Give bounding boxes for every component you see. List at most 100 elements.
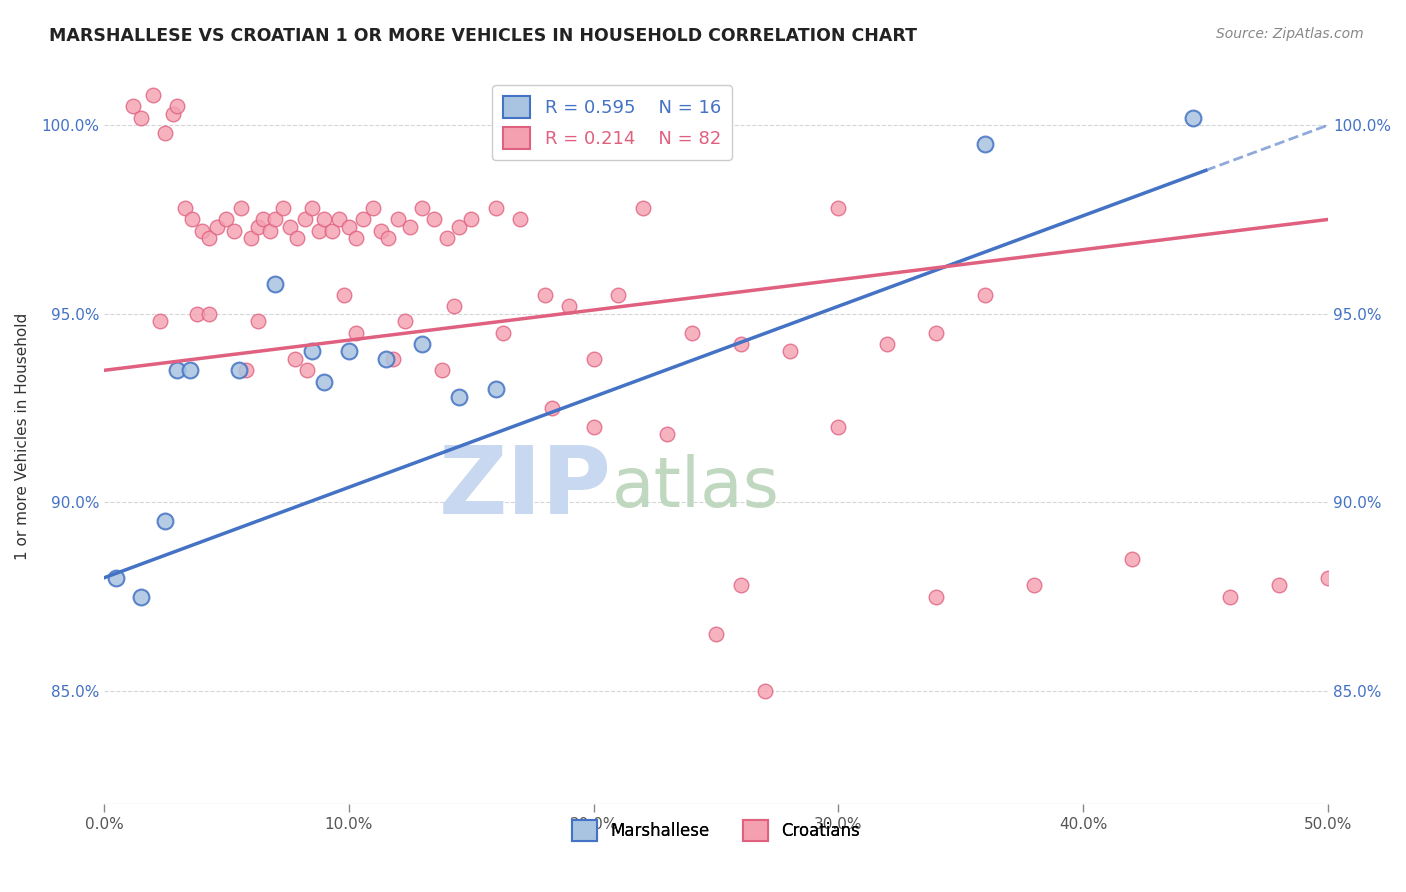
Point — [301, 344, 323, 359]
Point — [370, 224, 392, 238]
Point — [308, 224, 330, 238]
Point — [655, 427, 678, 442]
Point — [191, 224, 214, 238]
Point — [1268, 578, 1291, 592]
Point — [344, 326, 367, 340]
Point — [681, 326, 703, 340]
Point — [399, 219, 422, 234]
Point — [179, 363, 201, 377]
Point — [374, 351, 396, 366]
Point — [558, 299, 581, 313]
Point — [173, 201, 195, 215]
Point — [222, 224, 245, 238]
Point — [876, 337, 898, 351]
Point — [730, 337, 752, 351]
Y-axis label: 1 or more Vehicles in Household: 1 or more Vehicles in Household — [15, 313, 30, 560]
Point — [1317, 571, 1340, 585]
Point — [295, 363, 318, 377]
Point — [264, 212, 287, 227]
Point — [541, 401, 564, 415]
Point — [166, 99, 188, 113]
Text: MARSHALLESE VS CROATIAN 1 OR MORE VEHICLES IN HOUSEHOLD CORRELATION CHART: MARSHALLESE VS CROATIAN 1 OR MORE VEHICL… — [49, 27, 917, 45]
Point — [229, 201, 252, 215]
Point — [301, 201, 323, 215]
Point — [181, 212, 204, 227]
Point — [925, 326, 948, 340]
Point — [1182, 111, 1205, 125]
Point — [1121, 552, 1143, 566]
Point — [328, 212, 350, 227]
Point — [387, 212, 409, 227]
Point — [337, 219, 360, 234]
Point — [730, 578, 752, 592]
Point — [278, 219, 301, 234]
Legend: Marshallese, Croatians: Marshallese, Croatians — [565, 814, 866, 847]
Point — [105, 571, 128, 585]
Point — [704, 627, 727, 641]
Point — [607, 288, 630, 302]
Point — [166, 363, 188, 377]
Point — [153, 126, 176, 140]
Text: Source: ZipAtlas.com: Source: ZipAtlas.com — [1216, 27, 1364, 41]
Point — [149, 314, 172, 328]
Point — [215, 212, 238, 227]
Point — [252, 212, 274, 227]
Point — [321, 224, 343, 238]
Point — [436, 231, 458, 245]
Point — [394, 314, 416, 328]
Point — [974, 288, 997, 302]
Point — [271, 201, 294, 215]
Point — [239, 231, 262, 245]
Point — [247, 314, 270, 328]
Point — [631, 201, 654, 215]
Point — [443, 299, 465, 313]
Point — [430, 363, 453, 377]
Point — [827, 420, 849, 434]
Point — [423, 212, 446, 227]
Point — [492, 326, 515, 340]
Point — [827, 201, 849, 215]
Point — [447, 390, 470, 404]
Point — [361, 201, 384, 215]
Point — [142, 87, 165, 102]
Point — [235, 363, 257, 377]
Point — [582, 351, 605, 366]
Point — [460, 212, 482, 227]
Point — [247, 219, 270, 234]
Point — [779, 344, 801, 359]
Point — [122, 99, 145, 113]
Point — [533, 288, 555, 302]
Point — [377, 231, 399, 245]
Point — [198, 231, 221, 245]
Point — [284, 351, 307, 366]
Point — [1024, 578, 1046, 592]
Point — [259, 224, 281, 238]
Point — [754, 684, 776, 698]
Point — [1219, 590, 1241, 604]
Point — [129, 590, 152, 604]
Point — [162, 107, 184, 121]
Point — [925, 590, 948, 604]
Point — [205, 219, 228, 234]
Point — [485, 201, 508, 215]
Point — [411, 201, 433, 215]
Point — [447, 219, 470, 234]
Point — [314, 375, 336, 389]
Point — [485, 382, 508, 396]
Point — [582, 420, 605, 434]
Point — [333, 288, 356, 302]
Point — [129, 111, 152, 125]
Point — [228, 363, 250, 377]
Point — [353, 212, 375, 227]
Point — [198, 307, 221, 321]
Point — [294, 212, 316, 227]
Point — [381, 351, 404, 366]
Point — [287, 231, 309, 245]
Point — [974, 136, 997, 151]
Point — [337, 344, 360, 359]
Text: atlas: atlas — [612, 454, 780, 521]
Text: ZIP: ZIP — [439, 442, 612, 533]
Point — [153, 514, 176, 528]
Point — [344, 231, 367, 245]
Point — [264, 277, 287, 291]
